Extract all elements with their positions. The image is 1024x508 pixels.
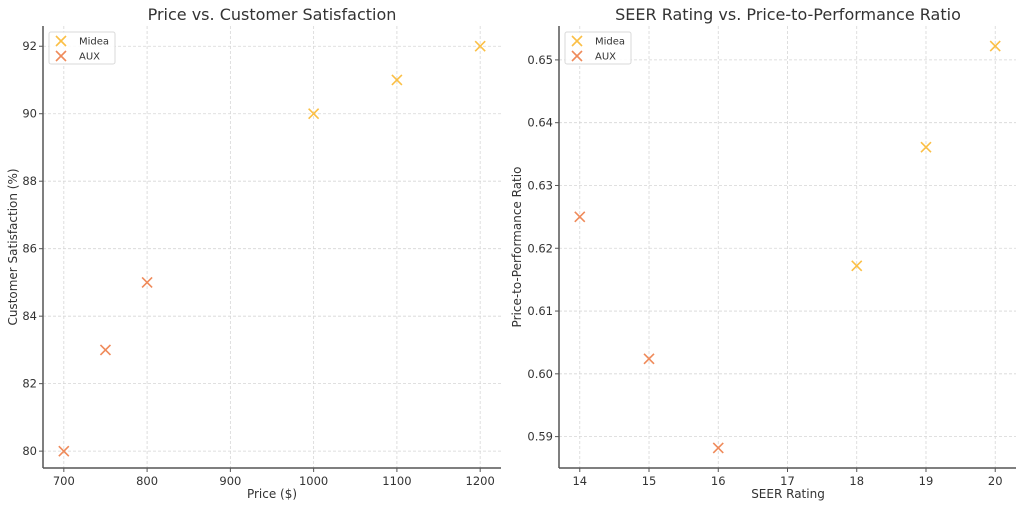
legend-x-marker-icon bbox=[55, 35, 67, 47]
data-point-x-marker bbox=[391, 74, 403, 86]
series-midea bbox=[308, 40, 486, 120]
data-point-x-marker bbox=[308, 108, 320, 120]
x-tick-label: 15 bbox=[642, 474, 657, 488]
legend-x-marker-icon bbox=[55, 50, 67, 62]
data-point-x-marker bbox=[99, 344, 112, 356]
x-tick-label: 900 bbox=[219, 474, 241, 488]
series-aux bbox=[574, 211, 724, 454]
y-tick-label: 0.61 bbox=[527, 304, 553, 318]
chart-price-vs-satisfaction: Price vs. Customer Satisfaction Price ($… bbox=[6, 5, 501, 501]
y-tick-label: 86 bbox=[22, 242, 37, 256]
x-tick-label: 800 bbox=[136, 474, 158, 488]
x-tick-label: 16 bbox=[711, 474, 726, 488]
legend-x-marker-icon bbox=[571, 50, 583, 62]
grid bbox=[43, 26, 501, 468]
series-midea bbox=[851, 40, 1001, 272]
data-point-x-marker bbox=[712, 442, 724, 454]
y-tick-label: 0.60 bbox=[527, 367, 553, 381]
data-point-x-marker bbox=[474, 40, 486, 52]
y-tick-label: 82 bbox=[22, 377, 37, 391]
data-point-x-marker bbox=[58, 445, 70, 457]
y-tick-label: 0.64 bbox=[527, 116, 553, 130]
series-aux bbox=[58, 276, 153, 457]
y-tick-label: 80 bbox=[22, 444, 37, 458]
chart-seer-vs-ratio: SEER Rating vs. Price-to-Performance Rat… bbox=[510, 5, 1016, 501]
y-tick-label: 84 bbox=[22, 309, 37, 323]
legend-label: AUX bbox=[79, 52, 100, 63]
x-tick-label: 14 bbox=[572, 474, 587, 488]
x-axis-label: SEER Rating bbox=[751, 487, 825, 501]
x-tick-label: 1100 bbox=[382, 474, 411, 488]
x-axis-label: Price ($) bbox=[247, 487, 297, 501]
y-axis-label: Price-to-Performance Ratio bbox=[510, 167, 524, 328]
chart-title: SEER Rating vs. Price-to-Performance Rat… bbox=[615, 5, 961, 24]
y-tick-label: 0.62 bbox=[527, 241, 553, 255]
x-tick-label: 17 bbox=[780, 474, 795, 488]
data-point-x-marker bbox=[141, 276, 153, 288]
x-tick-label: 20 bbox=[988, 474, 1003, 488]
legend-x-marker-icon bbox=[571, 35, 583, 47]
legend-box bbox=[564, 31, 632, 65]
legend-label: AUX bbox=[595, 52, 616, 63]
y-tick-label: 88 bbox=[22, 174, 37, 188]
data-point-x-marker bbox=[643, 353, 655, 365]
x-tick-label: 1000 bbox=[299, 474, 328, 488]
x-tick-label: 700 bbox=[53, 474, 75, 488]
data-point-x-marker bbox=[574, 211, 586, 223]
y-tick-label: 92 bbox=[22, 39, 37, 53]
y-axis-label: Customer Satisfaction (%) bbox=[6, 168, 20, 325]
y-tick-label: 0.59 bbox=[527, 430, 553, 444]
y-tick-label: 0.63 bbox=[527, 178, 553, 192]
data-point-x-marker bbox=[920, 141, 932, 153]
x-tick-label: 18 bbox=[849, 474, 864, 488]
x-tick-label: 19 bbox=[919, 474, 934, 488]
legend-label: Midea bbox=[595, 37, 625, 48]
legend-box bbox=[48, 31, 116, 65]
legend: Midea AUX bbox=[564, 31, 632, 65]
grid bbox=[559, 26, 1016, 468]
data-point-x-marker bbox=[989, 40, 1001, 52]
chart-title: Price vs. Customer Satisfaction bbox=[148, 5, 397, 24]
y-tick-label: 90 bbox=[22, 107, 37, 121]
legend-label: Midea bbox=[79, 37, 109, 48]
legend: Midea AUX bbox=[48, 31, 116, 65]
y-tick-label: 0.65 bbox=[527, 53, 553, 67]
x-tick-label: 1200 bbox=[466, 474, 495, 488]
data-point-x-marker bbox=[851, 260, 863, 272]
